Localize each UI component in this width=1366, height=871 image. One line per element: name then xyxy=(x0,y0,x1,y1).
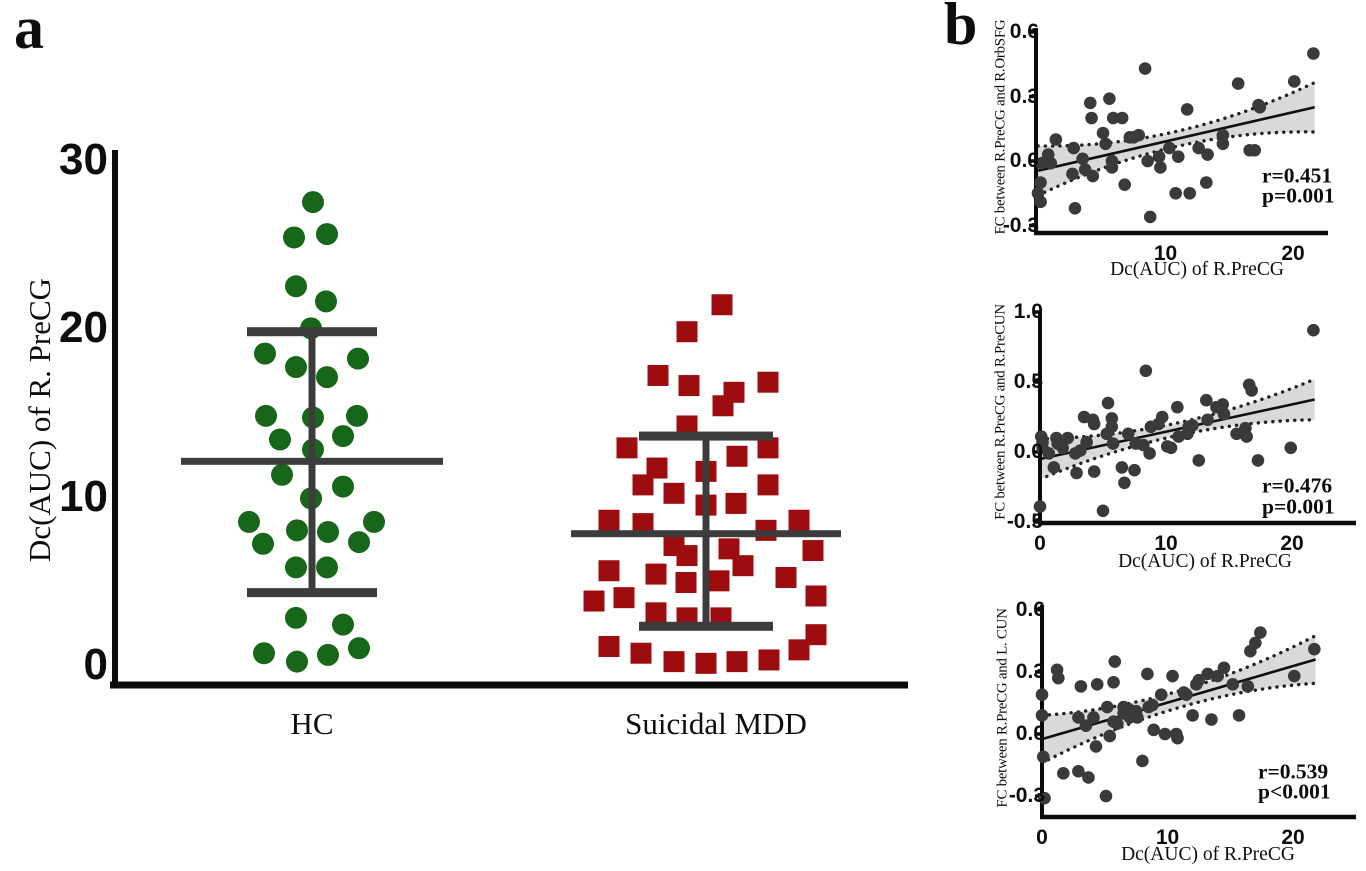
b1-y-tick-label: 0.3 xyxy=(1009,84,1039,108)
b1-points xyxy=(1031,47,1320,224)
b1-x-tick-label: 20 xyxy=(1281,242,1305,265)
panel-a-y-tick-label: 30 xyxy=(59,135,108,184)
b2-x-axis-title: Dc(AUC) of R.PreCG xyxy=(1118,551,1292,572)
b3-y-tick-label: 0.0 xyxy=(1015,722,1045,745)
b3-y-tick-label: 0.3 xyxy=(1015,659,1045,683)
hc-points xyxy=(238,191,385,673)
b3-x-tick-label: 20 xyxy=(1281,826,1305,849)
b2-r-value-label: r=0.476 xyxy=(1262,473,1333,498)
b2-x-tick-label: 10 xyxy=(1154,532,1178,555)
b2-x-tick-label: 20 xyxy=(1280,532,1304,555)
b2-y-tick-label: 0.5 xyxy=(1013,370,1043,393)
b2-x-tick-label: 0 xyxy=(1034,532,1046,555)
b3-y-tick-label: 0.6 xyxy=(1015,597,1045,621)
panel-a-axes xyxy=(110,150,908,689)
b3-p-value-label: p<0.001 xyxy=(1258,779,1331,804)
b2-p-value-label: p=0.001 xyxy=(1262,494,1335,519)
mdd-category-label: Suicidal MDD xyxy=(625,706,807,741)
b3-r-value-label: r=0.539 xyxy=(1258,759,1329,784)
b2-axes xyxy=(1033,310,1356,526)
panel-a-y-tick-label: 0 xyxy=(83,640,108,689)
mdd-errorbar xyxy=(571,431,841,631)
b3-x-tick-label: 0 xyxy=(1036,826,1048,849)
b2-y-axis-title: FC between R.PreCG and R.PreCUN xyxy=(992,304,1009,520)
hc-category-label: HC xyxy=(290,706,334,741)
b3-x-tick-label: 10 xyxy=(1155,826,1180,849)
b3-y-tick-label: -0.3 xyxy=(1008,784,1045,808)
b1-r-value-label: r=0.451 xyxy=(1262,163,1333,188)
panel-b-label: b xyxy=(944,0,978,57)
b1-y-axis-title: FC between R.PreCG and R.OrbSFG xyxy=(992,19,1009,235)
b3-x-axis-title: Dc(AUC) of R.PreCG xyxy=(1121,844,1295,865)
b3-y-axis-title: FC between R.PreCG and L. CUN xyxy=(994,608,1011,808)
b1-y-tick-label: 0.6 xyxy=(1009,20,1039,43)
panel-a-y-tick-label: 10 xyxy=(59,471,108,521)
b2-y-tick-label: 1.0 xyxy=(1013,300,1043,323)
b2-y-tick-label: -0.5 xyxy=(1006,510,1043,533)
b2-y-tick-label: 0.0 xyxy=(1013,440,1043,463)
b1-p-value-label: p=0.001 xyxy=(1262,183,1335,208)
b3-points xyxy=(1035,626,1321,805)
b1-y-tick-label: 0.0 xyxy=(1009,149,1039,172)
panel-a-y-tick-label: 20 xyxy=(59,303,108,353)
hc-errorbar xyxy=(181,327,443,598)
b1-x-tick-label: 10 xyxy=(1153,242,1178,265)
panel-a-label: a xyxy=(14,0,44,61)
panel-a-y-axis-title: Dc(AUC) of R. PreCG xyxy=(22,277,57,563)
b2-points xyxy=(1033,323,1320,518)
b1-x-axis-title: Dc(AUC) of R.PreCG xyxy=(1110,259,1284,280)
b1-y-tick-label: -0.3 xyxy=(1002,213,1039,237)
